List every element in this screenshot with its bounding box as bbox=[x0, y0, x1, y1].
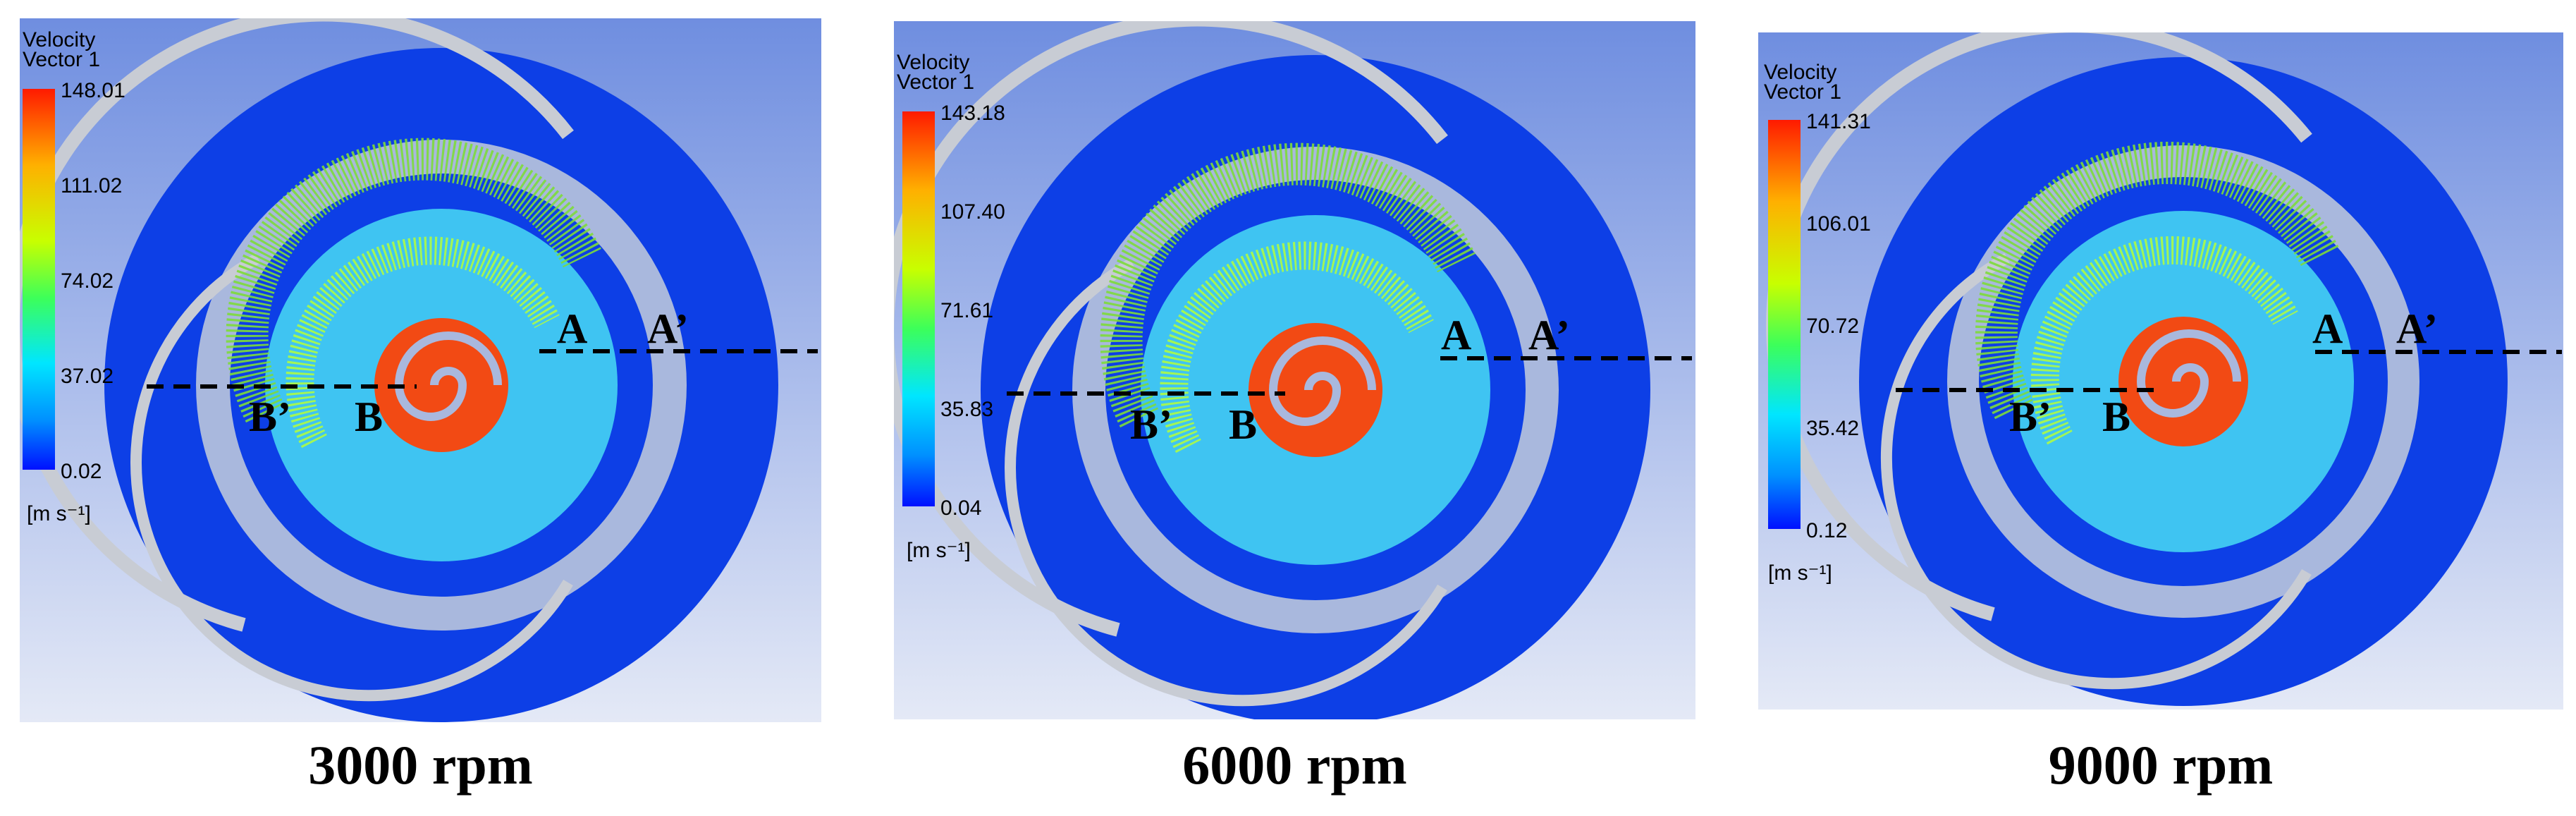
legend-title-line2: Vector 1 bbox=[23, 48, 100, 71]
legend-tick: 35.42 bbox=[1806, 417, 1859, 440]
legend-tick: 148.01 bbox=[61, 79, 125, 102]
legend-title-line1: Velocity bbox=[1764, 61, 1836, 84]
legend-tick: 0.02 bbox=[61, 460, 102, 483]
panel-3000rpm: A A’ B B’ Velocity Vector 1 148.01 111.0… bbox=[20, 18, 821, 722]
legend-tick: 106.01 bbox=[1806, 212, 1871, 236]
legend-colorbar bbox=[902, 111, 935, 506]
flow-vectors-upper bbox=[1100, 142, 1476, 428]
legend-title-line1: Velocity bbox=[897, 51, 969, 74]
legend-tick: 111.02 bbox=[61, 174, 122, 197]
panel-6000rpm: A A’ B B’ Velocity Vector 1 143.18 107.4… bbox=[894, 21, 1695, 719]
label-a-prime: A’ bbox=[2396, 305, 2438, 352]
scroll-device bbox=[1766, 32, 2508, 706]
flow-vectors-mid bbox=[286, 236, 560, 449]
color-legend: Velocity Vector 1 143.18 107.40 71.61 35… bbox=[897, 51, 1005, 562]
label-a: A bbox=[1441, 312, 1471, 358]
label-b-prime: B’ bbox=[1130, 401, 1172, 448]
flow-vectors-upper bbox=[1975, 141, 2340, 420]
label-a: A bbox=[557, 305, 587, 352]
outer-scroll-wall bbox=[1766, 32, 2312, 621]
label-b-prime: B’ bbox=[2009, 394, 2051, 440]
outer-scroll-wall bbox=[20, 18, 574, 632]
inner-scroll-wall bbox=[1005, 257, 1447, 707]
color-legend: Velocity Vector 1 141.31 106.01 70.72 35… bbox=[1764, 61, 1871, 585]
legend-title-line2: Vector 1 bbox=[1764, 80, 1841, 104]
legend-title-line2: Vector 1 bbox=[897, 71, 974, 94]
legend-tick: 37.02 bbox=[61, 365, 114, 388]
caption-9000rpm: 9000 rpm bbox=[2048, 734, 2274, 796]
flow-vectors-upper bbox=[226, 138, 601, 423]
legend-title-line1: Velocity bbox=[23, 28, 95, 51]
label-b: B bbox=[355, 394, 383, 440]
legend-tick: 0.04 bbox=[940, 497, 981, 520]
label-a-prime: A’ bbox=[1528, 312, 1570, 358]
scroll-device bbox=[894, 21, 1650, 719]
rotor-spiral bbox=[2136, 329, 2241, 418]
legend-unit: [m s⁻¹] bbox=[1768, 561, 1832, 585]
legend-unit: [m s⁻¹] bbox=[907, 539, 971, 562]
legend-colorbar bbox=[23, 89, 55, 470]
legend-tick: 0.12 bbox=[1806, 519, 1847, 542]
label-b: B bbox=[2102, 394, 2130, 440]
label-b-prime: B’ bbox=[249, 394, 291, 440]
legend-tick: 70.72 bbox=[1806, 315, 1859, 338]
velocity-vector-plot: A A’ B B’ Velocity Vector 1 143.18 107.4… bbox=[894, 21, 1695, 719]
legend-colorbar bbox=[1768, 120, 1801, 529]
velocity-vector-plot: A A’ B B’ Velocity Vector 1 148.01 111.0… bbox=[20, 18, 821, 722]
caption-3000rpm: 3000 rpm bbox=[308, 734, 533, 796]
legend-tick: 74.02 bbox=[61, 269, 114, 293]
label-a-prime: A’ bbox=[647, 305, 689, 352]
label-b: B bbox=[1229, 401, 1257, 448]
scroll-device bbox=[20, 18, 778, 722]
outer-scroll-wall bbox=[894, 21, 1448, 637]
label-a: A bbox=[2312, 305, 2343, 352]
panel-9000rpm: A A’ B B’ Velocity Vector 1 141.31 106.0… bbox=[1758, 32, 2563, 710]
legend-tick: 107.40 bbox=[940, 200, 1005, 224]
rotor-spiral bbox=[394, 331, 502, 421]
inner-scroll-wall bbox=[130, 252, 573, 702]
inner-scroll-wall bbox=[1880, 252, 2312, 690]
flow-vectors-mid bbox=[1160, 241, 1434, 453]
color-legend: Velocity Vector 1 148.01 111.02 74.02 37… bbox=[23, 28, 125, 525]
legend-tick: 71.61 bbox=[940, 299, 993, 322]
legend-tick: 35.83 bbox=[940, 398, 993, 421]
legend-unit: [m s⁻¹] bbox=[27, 502, 91, 525]
legend-tick: 143.18 bbox=[940, 102, 1005, 125]
caption-6000rpm: 6000 rpm bbox=[1182, 734, 1407, 796]
rotor-spiral bbox=[1268, 336, 1376, 426]
velocity-vector-plot: A A’ B B’ Velocity Vector 1 141.31 106.0… bbox=[1758, 32, 2563, 710]
legend-tick: 141.31 bbox=[1806, 110, 1871, 133]
